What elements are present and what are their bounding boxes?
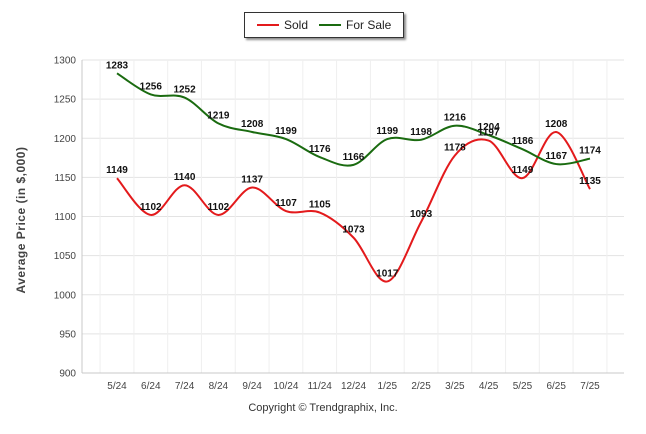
x-tick-label: 1/25 [378, 381, 398, 392]
axes: 900 950 1000 1050 1100 1150 1200 1250 1300 5/24 6/… [54, 56, 624, 392]
data-label-for-sale: 1283 [106, 60, 129, 71]
y-tick-label-1200: 1200 [54, 134, 77, 145]
data-label-for-sale: 1199 [376, 126, 398, 137]
series-lines [116, 72, 591, 283]
data-label-sold: 1178 [444, 142, 466, 153]
data-label-for-sale: 1252 [173, 85, 196, 96]
y-tick-label-1150: 1150 [54, 173, 76, 184]
data-label-sold: 1140 [174, 172, 196, 183]
x-tick-label: 3/25 [445, 381, 465, 392]
y-axis-title: Average Price (in $,000) [4, 120, 38, 320]
legend-swatch-for-sale [319, 24, 341, 26]
data-label-for-sale: 1219 [207, 110, 230, 121]
x-tick-label: 4/25 [479, 381, 499, 392]
data-label-for-sale: 1256 [140, 81, 163, 92]
legend-label-sold: Sold [284, 18, 309, 32]
legend-swatch-sold [257, 24, 279, 26]
data-label-sold: 1135 [579, 176, 601, 187]
y-tick-label-1250: 1250 [54, 95, 77, 106]
x-tick-label: 12/24 [341, 381, 366, 392]
y-axis-label: Average Price (in $,000) [14, 146, 28, 294]
y-tick-label-1300: 1300 [54, 56, 77, 67]
data-label-for-sale: 1216 [444, 113, 467, 124]
data-label-sold: 1149 [512, 165, 534, 176]
copyright-text: Copyright © Trendgraphix, Inc. [248, 402, 398, 414]
x-tick-label: 5/25 [513, 381, 533, 392]
data-label-for-sale: 1204 [478, 122, 501, 133]
data-label-sold: 1093 [410, 209, 433, 220]
data-label-sold: 1102 [208, 202, 230, 213]
legend-item-sold[interactable]: Sold [257, 18, 308, 32]
y-tick-label-1100: 1100 [54, 212, 76, 223]
x-tick-label: 6/25 [546, 381, 566, 392]
data-labels: 1149 1102 1140 1102 1137 1107 1105 1073 1017 1093… [106, 60, 601, 279]
data-label-sold: 1102 [140, 202, 162, 213]
data-label-sold: 1208 [545, 119, 568, 130]
legend: Sold For Sale [244, 12, 404, 38]
x-tick-label: 6/24 [141, 381, 161, 392]
data-label-sold: 1137 [241, 175, 263, 186]
data-label-for-sale: 1176 [309, 144, 331, 155]
data-label-sold: 1197 [478, 128, 500, 139]
data-label-for-sale: 1208 [241, 119, 264, 130]
data-label-for-sale: 1167 [545, 151, 567, 162]
series-line-sold [116, 130, 591, 283]
data-label-sold: 1105 [309, 200, 331, 211]
y-tick-label-900: 900 [59, 369, 76, 380]
x-tick-label: 10/24 [273, 381, 298, 392]
gridlines [82, 59, 624, 374]
legend-label-for-sale: For Sale [346, 18, 392, 32]
data-label-for-sale: 1186 [512, 136, 534, 147]
x-tick-label: 7/24 [175, 381, 195, 392]
y-tick-label-1050: 1050 [54, 251, 77, 262]
data-label-for-sale: 1198 [410, 127, 432, 138]
y-tick-label-1000: 1000 [54, 290, 77, 301]
x-tick-label: 5/24 [107, 381, 127, 392]
data-label-for-sale: 1166 [343, 152, 365, 163]
x-tick-label: 11/24 [308, 381, 333, 392]
x-tick-label: 8/24 [209, 381, 229, 392]
data-label-sold: 1073 [342, 225, 365, 236]
data-label-for-sale: 1199 [275, 126, 297, 137]
x-tick-label: 9/24 [242, 381, 262, 392]
series-line-for-sale [116, 72, 591, 167]
data-label-sold: 1149 [106, 165, 128, 176]
data-label-sold: 1017 [376, 268, 399, 279]
data-label-sold: 1107 [275, 198, 297, 209]
y-tick-label-950: 950 [59, 329, 76, 340]
legend-item-for-sale[interactable]: For Sale [319, 18, 391, 32]
data-label-for-sale: 1174 [579, 146, 601, 157]
x-tick-label: 7/25 [580, 381, 600, 392]
x-tick-label: 2/25 [411, 381, 431, 392]
